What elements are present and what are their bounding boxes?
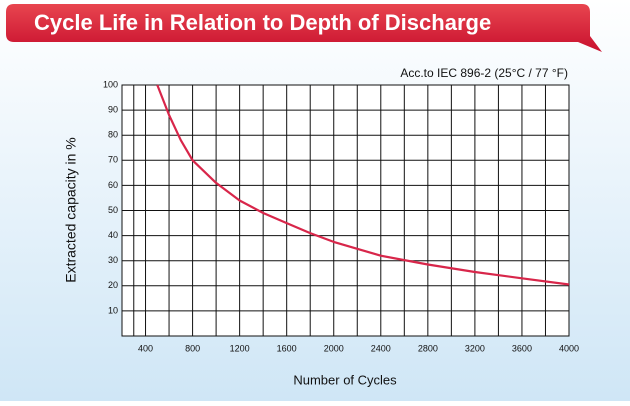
x-tick-label: 3200 <box>465 343 485 353</box>
y-axis-label: Extracted capacity in % <box>63 137 79 283</box>
y-tick-label: 100 <box>103 79 118 89</box>
y-tick-label: 80 <box>108 130 118 140</box>
y-tick-label: 30 <box>108 255 118 265</box>
chart-subtitle: Acc.to IEC 896-2 (25°C / 77 °F) <box>400 66 568 80</box>
title-banner <box>6 4 602 52</box>
y-tick-label: 60 <box>108 180 118 190</box>
x-tick-label: 400 <box>138 343 153 353</box>
y-tick-label: 90 <box>108 104 118 114</box>
chart-title: Cycle Life in Relation to Depth of Disch… <box>34 10 491 35</box>
y-tick-label: 70 <box>108 155 118 165</box>
y-tick-label: 50 <box>108 205 118 215</box>
data-line <box>156 84 570 286</box>
x-tick-label: 2000 <box>324 343 344 353</box>
x-tick-label: 800 <box>185 343 200 353</box>
y-tick-label: 10 <box>108 305 118 315</box>
x-tick-label: 2400 <box>371 343 391 353</box>
y-tick-label: 40 <box>108 230 118 240</box>
x-axis-label: Number of Cycles <box>293 372 397 387</box>
x-tick-label: 1200 <box>230 343 250 353</box>
x-tick-label: 1600 <box>277 343 297 353</box>
y-tick-label: 20 <box>108 280 118 290</box>
x-tick-label: 3600 <box>512 343 532 353</box>
x-tick-label: 4000 <box>559 343 579 353</box>
x-tick-label: 2800 <box>418 343 438 353</box>
